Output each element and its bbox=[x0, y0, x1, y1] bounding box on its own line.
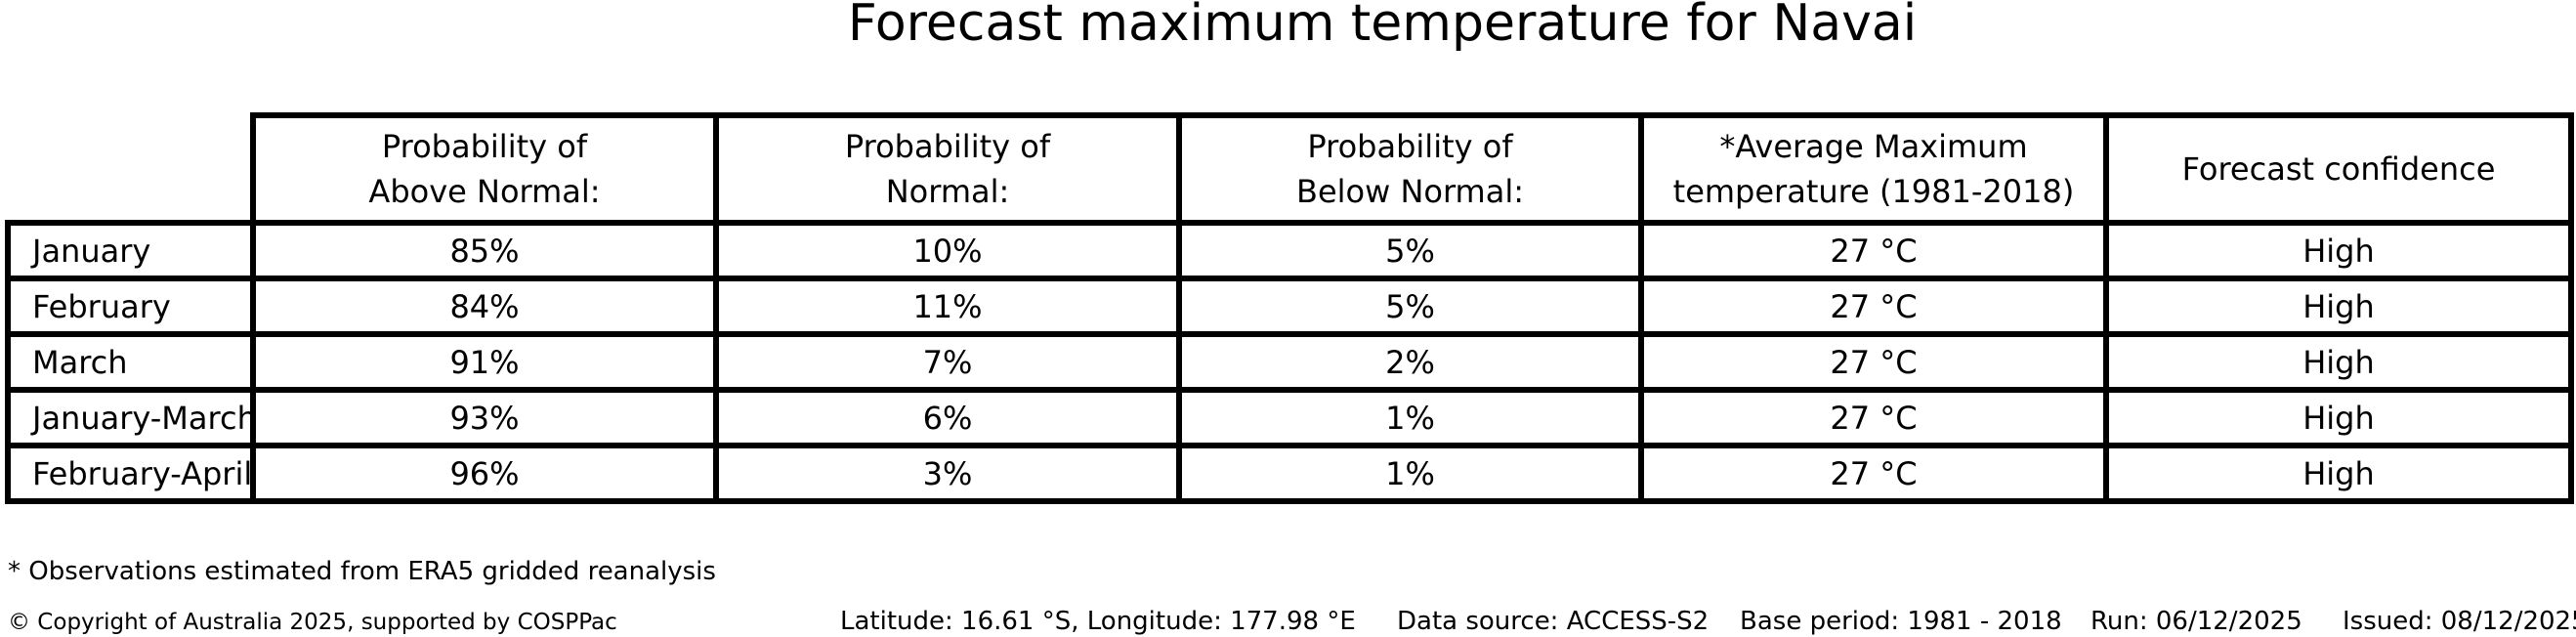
page-title: Forecast maximum temperature for Navai bbox=[847, 0, 1918, 53]
column-header-forecast-confidence: Forecast confidence bbox=[2103, 112, 2574, 226]
table-row: January-March 93% 6% 1% 27 °C High bbox=[5, 387, 2574, 448]
average-max-temp-cell: 27 °C bbox=[1638, 220, 2109, 281]
base-period-text: Base period: 1981 - 2018 bbox=[1740, 607, 2062, 636]
average-max-temp-cell: 27 °C bbox=[1638, 387, 2109, 448]
observations-footnote: * Observations estimated from ERA5 gridd… bbox=[8, 557, 716, 586]
column-header-average-max-temp: *Average Maximum temperature (1981-2018) bbox=[1638, 112, 2109, 226]
period-cell: January bbox=[5, 220, 256, 281]
table-header-row: Probability of Above Normal: Probability… bbox=[8, 112, 2574, 226]
above-normal-cell: 84% bbox=[250, 276, 719, 337]
normal-cell: 11% bbox=[713, 276, 1182, 337]
below-normal-cell: 1% bbox=[1176, 387, 1644, 448]
period-cell: January-March bbox=[5, 387, 256, 448]
below-normal-cell: 5% bbox=[1176, 276, 1644, 337]
period-cell: February bbox=[5, 276, 256, 337]
above-normal-cell: 93% bbox=[250, 387, 719, 448]
normal-cell: 6% bbox=[713, 387, 1182, 448]
issued-date-text: Issued: 08/12/2025 bbox=[2343, 607, 2576, 636]
below-normal-cell: 5% bbox=[1176, 220, 1644, 281]
forecast-table: Probability of Above Normal: Probability… bbox=[5, 112, 2574, 504]
average-max-temp-cell: 27 °C bbox=[1638, 443, 2109, 504]
table-row: March 91% 7% 2% 27 °C High bbox=[5, 331, 2574, 393]
confidence-cell: High bbox=[2103, 276, 2574, 337]
column-header-normal: Probability of Normal: bbox=[713, 112, 1182, 226]
table-row: January 85% 10% 5% 27 °C High bbox=[5, 220, 2574, 281]
normal-cell: 10% bbox=[713, 220, 1182, 281]
copyright-text: © Copyright of Australia 2025, supported… bbox=[8, 610, 617, 635]
period-cell: February-April bbox=[5, 443, 256, 504]
run-date-text: Run: 06/12/2025 bbox=[2090, 607, 2302, 636]
data-source-text: Data source: ACCESS-S2 bbox=[1397, 607, 1710, 636]
average-max-temp-cell: 27 °C bbox=[1638, 331, 2109, 393]
below-normal-cell: 2% bbox=[1176, 331, 1644, 393]
confidence-cell: High bbox=[2103, 331, 2574, 393]
column-header-above-normal: Probability of Above Normal: bbox=[250, 112, 719, 226]
normal-cell: 7% bbox=[713, 331, 1182, 393]
period-cell: March bbox=[5, 331, 256, 393]
confidence-cell: High bbox=[2103, 387, 2574, 448]
above-normal-cell: 96% bbox=[250, 443, 719, 504]
table-row: February 84% 11% 5% 27 °C High bbox=[5, 276, 2574, 337]
confidence-cell: High bbox=[2103, 443, 2574, 504]
confidence-cell: High bbox=[2103, 220, 2574, 281]
table-row: February-April 96% 3% 1% 27 °C High bbox=[5, 443, 2574, 504]
above-normal-cell: 91% bbox=[250, 331, 719, 393]
above-normal-cell: 85% bbox=[250, 220, 719, 281]
normal-cell: 3% bbox=[713, 443, 1182, 504]
column-header-below-normal: Probability of Below Normal: bbox=[1176, 112, 1644, 226]
average-max-temp-cell: 27 °C bbox=[1638, 276, 2109, 337]
blank-corner-cell bbox=[8, 115, 253, 223]
below-normal-cell: 1% bbox=[1176, 443, 1644, 504]
location-text: Latitude: 16.61 °S, Longitude: 177.98 °E bbox=[840, 607, 1356, 636]
